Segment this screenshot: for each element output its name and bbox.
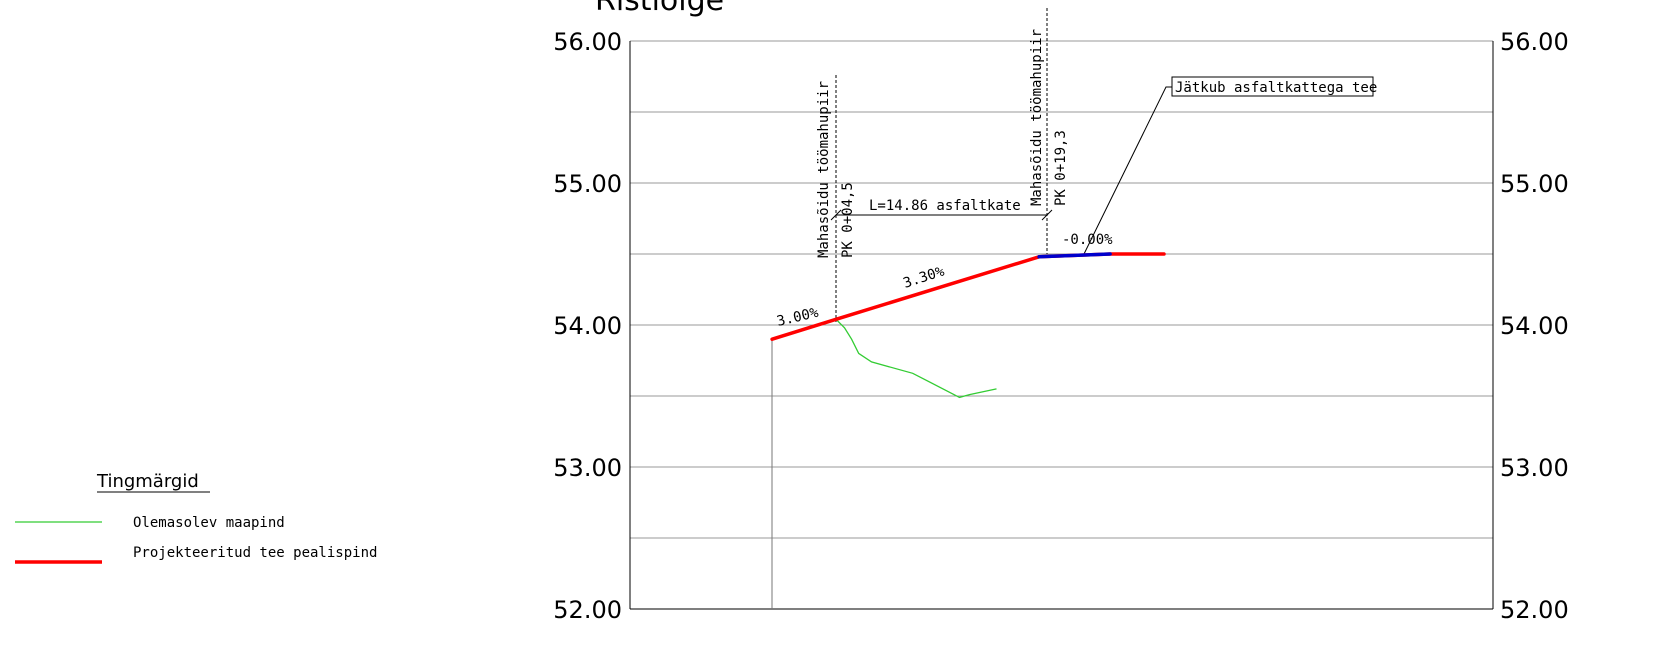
length-label: L=14.86 asfaltkate xyxy=(869,198,1021,214)
y-label-right-55: 55.00 xyxy=(1500,170,1569,198)
designed-road-line xyxy=(770,252,1166,341)
limit1-name-label: Mahasõidu töömahupiir xyxy=(816,81,832,258)
y-label-left-53: 53.00 xyxy=(553,454,622,482)
slope-label-3: -0.00% xyxy=(1062,232,1113,248)
legend: Tingmärgid Olemasolev maapind Projekteer… xyxy=(15,471,377,564)
legend-title: Tingmärgid xyxy=(96,471,199,492)
y-label-left-56: 56.00 xyxy=(553,28,622,56)
y-label-left-52: 52.00 xyxy=(553,596,622,624)
axis-ticks xyxy=(629,41,1494,609)
y-label-right-56: 56.00 xyxy=(1500,28,1569,56)
y-label-right-52: 52.00 xyxy=(1500,596,1569,624)
limit2-name-label: Mahasõidu töömahupiir xyxy=(1029,29,1045,206)
limit2-pk-label: PK 0+19,3 xyxy=(1053,130,1069,206)
existing-ground-line xyxy=(835,318,997,399)
y-label-right-53: 53.00 xyxy=(1500,454,1569,482)
limit1-pk-label: PK 0+04,5 xyxy=(840,182,856,258)
vertical-curve-segment xyxy=(1037,252,1112,259)
dimension-tick-right xyxy=(1041,209,1053,221)
legend-label-existing-ground: Olemasolev maapind xyxy=(133,515,285,531)
y-label-left-55: 55.00 xyxy=(553,170,622,198)
legend-label-designed-road: Projekteeritud tee pealispind xyxy=(133,545,377,561)
y-label-left-54: 54.00 xyxy=(553,312,622,340)
grid xyxy=(630,40,1493,539)
continue-label: Jätkub asfaltkattega tee xyxy=(1175,80,1377,96)
length-dimension xyxy=(830,209,1053,221)
continue-box xyxy=(1171,76,1374,97)
y-label-right-54: 54.00 xyxy=(1500,312,1569,340)
continue-leader-line xyxy=(1083,86,1172,255)
dimension-tick-left xyxy=(830,209,842,221)
drawing-title: Ristlõige xyxy=(595,0,724,18)
